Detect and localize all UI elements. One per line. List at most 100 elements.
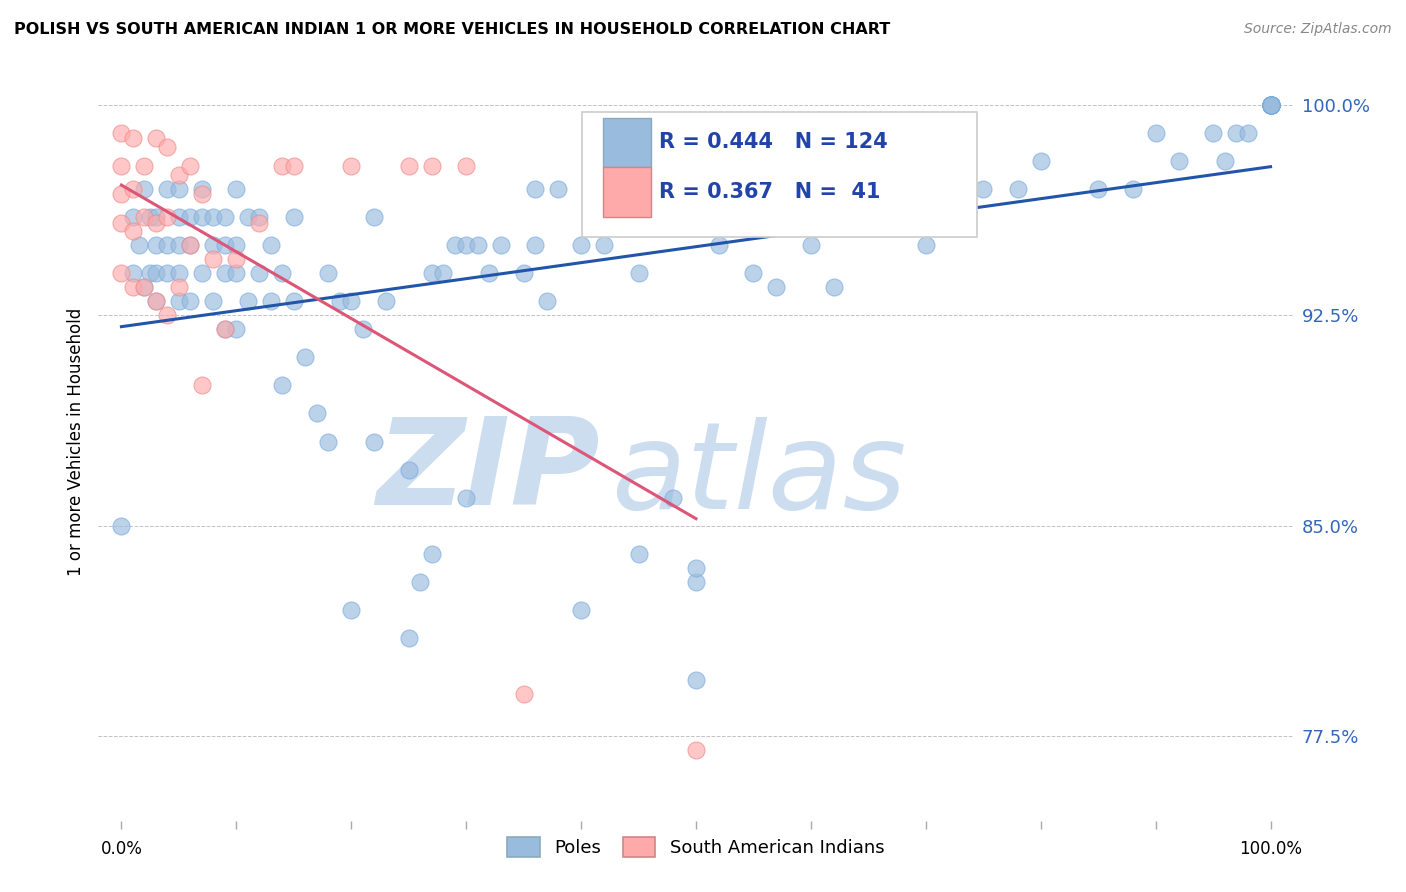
Point	[167, 266, 190, 280]
Point	[512, 266, 534, 280]
Point	[363, 434, 385, 449]
Point	[363, 210, 385, 224]
Point	[271, 378, 294, 392]
Point	[420, 266, 443, 280]
Point	[156, 210, 179, 224]
Point	[145, 210, 167, 224]
Point	[1260, 97, 1282, 112]
Point	[398, 631, 420, 645]
Point	[914, 238, 936, 252]
Point	[134, 210, 156, 224]
Point	[145, 266, 167, 280]
Point	[409, 574, 432, 589]
Point	[225, 182, 247, 196]
Point	[316, 434, 339, 449]
Point	[202, 252, 225, 266]
Y-axis label: 1 or more Vehicles in Household: 1 or more Vehicles in Household	[66, 308, 84, 575]
Text: POLISH VS SOUTH AMERICAN INDIAN 1 OR MORE VEHICLES IN HOUSEHOLD CORRELATION CHAR: POLISH VS SOUTH AMERICAN INDIAN 1 OR MOR…	[14, 22, 890, 37]
Point	[202, 238, 225, 252]
Point	[167, 182, 190, 196]
Point	[134, 182, 156, 196]
Point	[156, 266, 179, 280]
Point	[179, 238, 201, 252]
Point	[340, 294, 363, 309]
Point	[707, 238, 730, 252]
Point	[605, 210, 627, 224]
Point	[512, 687, 534, 701]
Point	[1202, 126, 1225, 140]
Point	[236, 210, 259, 224]
Point	[1260, 97, 1282, 112]
FancyBboxPatch shape	[603, 118, 651, 167]
Point	[1260, 97, 1282, 112]
Point	[260, 294, 283, 309]
Point	[271, 159, 294, 173]
Point	[134, 280, 156, 294]
Point	[1260, 97, 1282, 112]
Point	[179, 238, 201, 252]
Point	[547, 182, 569, 196]
Point	[122, 210, 145, 224]
Point	[420, 547, 443, 561]
Point	[191, 378, 214, 392]
Point	[1144, 126, 1167, 140]
Legend: Poles, South American Indians: Poles, South American Indians	[501, 830, 891, 864]
Point	[1260, 97, 1282, 112]
Point	[1260, 97, 1282, 112]
Point	[225, 266, 247, 280]
Point	[139, 266, 162, 280]
Point	[167, 294, 190, 309]
Point	[179, 294, 201, 309]
Point	[685, 743, 707, 757]
Point	[524, 238, 547, 252]
Point	[1029, 153, 1052, 168]
Point	[823, 280, 845, 294]
Point	[236, 294, 259, 309]
Point	[167, 238, 190, 252]
Point	[145, 131, 167, 145]
Point	[1260, 97, 1282, 112]
Point	[110, 159, 132, 173]
Point	[765, 280, 787, 294]
Point	[134, 159, 156, 173]
Point	[202, 210, 225, 224]
Point	[167, 280, 190, 294]
Point	[536, 294, 558, 309]
Point	[972, 182, 994, 196]
Point	[456, 238, 478, 252]
Point	[134, 280, 156, 294]
Point	[128, 238, 150, 252]
Point	[685, 574, 707, 589]
Point	[627, 266, 650, 280]
Point	[569, 603, 592, 617]
Point	[156, 308, 179, 322]
Point	[247, 266, 270, 280]
Point	[1007, 182, 1029, 196]
Text: R = 0.367   N =  41: R = 0.367 N = 41	[659, 182, 880, 202]
Point	[398, 159, 420, 173]
Point	[340, 159, 363, 173]
Point	[122, 131, 145, 145]
Point	[305, 407, 328, 421]
Point	[1167, 153, 1189, 168]
Point	[1260, 97, 1282, 112]
Point	[685, 673, 707, 688]
Point	[271, 266, 294, 280]
Point	[1260, 97, 1282, 112]
Point	[225, 252, 247, 266]
Point	[156, 238, 179, 252]
Point	[110, 215, 132, 229]
Point	[1087, 182, 1109, 196]
Point	[891, 210, 914, 224]
Point	[443, 238, 465, 252]
Point	[156, 139, 179, 153]
Text: atlas: atlas	[613, 417, 908, 534]
Point	[432, 266, 454, 280]
Point	[122, 224, 145, 238]
Point	[225, 322, 247, 336]
Text: 100.0%: 100.0%	[1239, 840, 1302, 858]
Text: Source: ZipAtlas.com: Source: ZipAtlas.com	[1244, 22, 1392, 37]
Point	[374, 294, 396, 309]
Point	[214, 322, 236, 336]
Point	[914, 182, 936, 196]
